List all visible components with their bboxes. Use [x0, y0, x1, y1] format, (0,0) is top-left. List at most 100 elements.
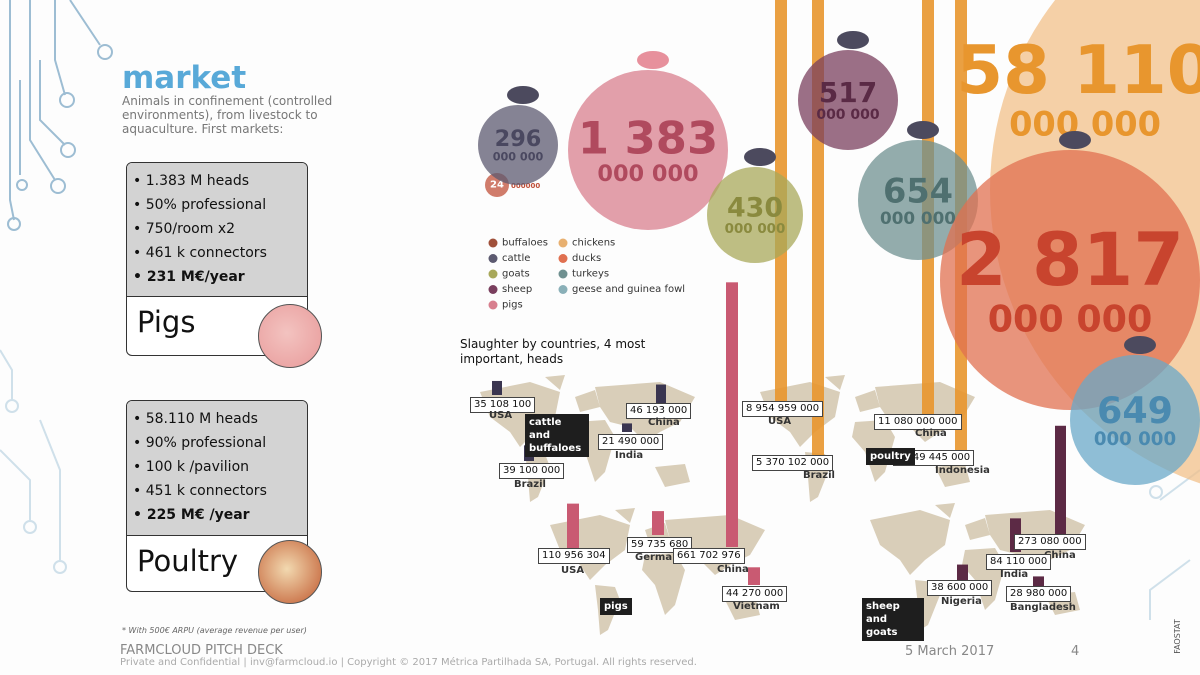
bubble-number: 296 — [495, 126, 542, 152]
legend-swatch — [488, 300, 498, 310]
legend-swatch — [488, 285, 498, 294]
bullet: • 50% professional — [133, 197, 267, 213]
legend-swatch — [488, 254, 498, 263]
animal-icon — [1059, 131, 1091, 149]
legend-label: buffaloes — [502, 238, 548, 249]
value-label: 44 270 000 — [722, 586, 788, 602]
country-label: China — [1044, 550, 1076, 561]
map-title: Slaughter by countries, 4 most important… — [460, 337, 646, 366]
animal-icon — [1124, 336, 1156, 354]
group-label: cattle and buffaloes — [525, 414, 589, 457]
value-label: 110 956 304 — [538, 548, 610, 564]
bar — [1055, 425, 1066, 535]
legend-label: ducks — [572, 253, 601, 264]
country-label: India — [1000, 569, 1029, 580]
bullet: • 1.383 M heads — [133, 173, 250, 189]
group-label: poultry — [866, 448, 915, 465]
legend-swatch — [488, 238, 498, 248]
legend-swatch — [558, 285, 568, 294]
footer-deck: FARMCLOUD PITCH DECK — [120, 643, 283, 658]
legend-label: pigs — [502, 300, 523, 311]
value-label: 21 490 000 — [598, 434, 664, 450]
value-label: 273 080 000 — [1014, 534, 1086, 550]
card-image — [258, 540, 322, 604]
card-bullets: • 1.383 M heads • 50% professional • 750/r… — [127, 163, 307, 297]
legend-swatch — [558, 269, 568, 279]
bullet: • 90% professional — [133, 435, 267, 451]
circuit-decoration — [0, 0, 1200, 620]
animal-icon — [637, 51, 669, 69]
bubble-number: 654 — [883, 172, 953, 211]
animal-icon — [907, 121, 939, 139]
bubble-number: 24 — [490, 180, 504, 191]
bubble-unit: 000 000 — [816, 107, 880, 123]
country-label: Germany — [635, 552, 686, 563]
bubble-unit: 000 000 — [988, 298, 1153, 341]
value-label: 8 954 959 000 — [742, 401, 824, 417]
legend-label: goats — [502, 269, 530, 280]
bullet: • 451 k connectors — [133, 483, 267, 499]
bullet: • 231 M€/year — [133, 269, 245, 285]
group-label: sheep and goats — [862, 598, 924, 641]
legend-label: cattle — [502, 253, 530, 264]
bullet: • 58.110 M heads — [133, 411, 258, 427]
bubble-unit: 000 000 — [493, 151, 544, 164]
bubble-number: 58 110 — [956, 31, 1200, 109]
bubble-number: 1 383 — [578, 112, 718, 165]
value-label: 5 370 102 000 — [752, 455, 834, 471]
country-label: Indonesia — [935, 465, 990, 476]
value-label: 661 702 976 — [673, 548, 745, 564]
country-label: USA — [561, 565, 585, 576]
bullet: • 100 k /pavilion — [133, 459, 250, 475]
bar — [748, 567, 760, 585]
card-name: Pigs — [137, 305, 196, 339]
value-label: 46 193 000 — [626, 403, 692, 419]
card: • 1.383 M heads • 50% professional • 750/r… — [126, 162, 308, 356]
animal-icon — [744, 148, 776, 166]
bubble-number: 649 — [1097, 389, 1173, 432]
country-label: China — [915, 428, 947, 439]
country-label: Brazil — [514, 479, 546, 490]
country-label: India — [615, 450, 644, 461]
bubble-unit: 000 000 — [725, 222, 786, 237]
title: market — [122, 60, 247, 96]
bar — [652, 511, 664, 535]
card-name: Poultry — [137, 544, 239, 578]
country-label: China — [717, 564, 749, 575]
card-bullets: • 58.110 M heads • 90% professional • 100 … — [127, 401, 307, 536]
bubble — [1070, 355, 1200, 485]
animal-icon — [837, 31, 869, 49]
country-label: USA — [768, 416, 792, 427]
footer-legal: Private and Confidential | inv@farmcloud… — [120, 657, 697, 668]
bar — [567, 503, 579, 548]
footnote: * With 500€ ARPU (average revenue per us… — [122, 626, 307, 635]
bubble — [798, 50, 898, 150]
legend-label: sheep — [502, 284, 532, 295]
bar — [656, 384, 666, 403]
country-label: USA — [489, 410, 513, 421]
country-label: China — [648, 417, 680, 428]
page-number: 4 — [1071, 644, 1080, 659]
bubble — [568, 70, 728, 230]
bullet: • 750/room x2 — [133, 221, 236, 237]
bubble-number: 2 817 — [956, 218, 1184, 303]
country-label: Brazil — [803, 470, 835, 481]
bar — [622, 423, 632, 432]
bubble-unit: 000 000 — [880, 208, 956, 228]
bar — [957, 564, 968, 580]
legend-label: geese and guinea fowl — [572, 284, 685, 295]
group-label: pigs — [600, 598, 632, 615]
bubble-number: 517 — [819, 76, 877, 109]
animal-icon — [507, 86, 539, 104]
subtitle: Animals in confinement (controlled envir… — [122, 94, 333, 136]
value-label: 39 100 000 — [499, 463, 565, 479]
source: FAOSTAT — [1172, 619, 1182, 654]
bullet: • 225 M€ /year — [133, 507, 250, 523]
bubble-unit: 000 000 — [597, 161, 698, 187]
bubble — [478, 105, 558, 185]
bubble-unit: 000000 — [511, 182, 540, 190]
legend-swatch — [558, 254, 568, 263]
legend-label: turkeys — [572, 269, 609, 280]
bubble — [858, 140, 978, 260]
